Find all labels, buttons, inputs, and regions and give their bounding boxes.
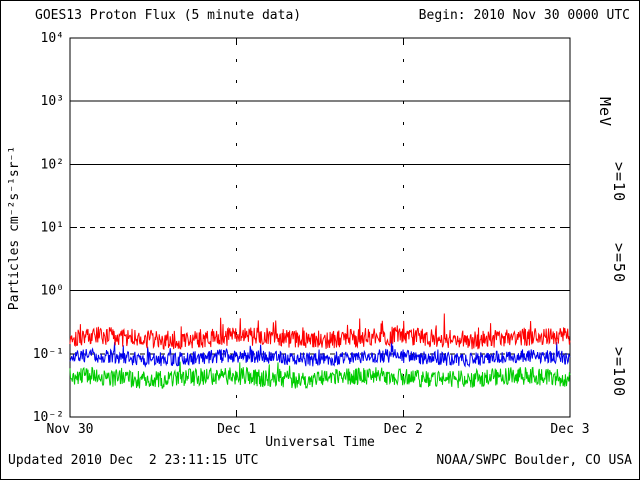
series-line-ge50 [69,339,571,368]
source-credit: NOAA/SWPC Boulder, CO USA [436,453,632,468]
x-tick-label: Nov 30 [47,422,94,437]
y-tick-label: 10³ [41,94,64,109]
chart-title: GOES13 Proton Flux (5 minute data) [35,8,301,23]
legend-ge10: >=10 [610,162,628,202]
series-line-ge10 [69,313,571,350]
y-tick-label: 10⁻¹ [33,347,64,362]
y-tick-label: 10² [41,157,64,172]
x-tick-label: Dec 1 [217,422,256,437]
updated-timestamp: Updated 2010 Dec 2 23:11:15 UTC [8,453,258,468]
x-axis-label: Universal Time [265,435,375,450]
x-tick-label: Dec 3 [550,422,589,437]
legend-ge100: >=100 [610,347,628,397]
y-tick-label: 10⁻² [33,410,64,425]
axis-ticks [69,37,571,418]
series-line-ge100 [69,361,571,389]
y-tick-label: 10¹ [41,221,64,236]
y-tick-label: 10⁰ [41,284,64,299]
series-lines [69,313,571,389]
y-axis-label: Particles cm⁻²s⁻¹sr⁻¹ [7,146,22,310]
begin-timestamp: Begin: 2010 Nov 30 0000 UTC [419,8,630,23]
y-tick-label: 10⁴ [41,31,64,46]
unit-label-mev: MeV [596,97,614,127]
legend-ge50: >=50 [610,243,628,283]
x-tick-label: Dec 2 [384,422,423,437]
